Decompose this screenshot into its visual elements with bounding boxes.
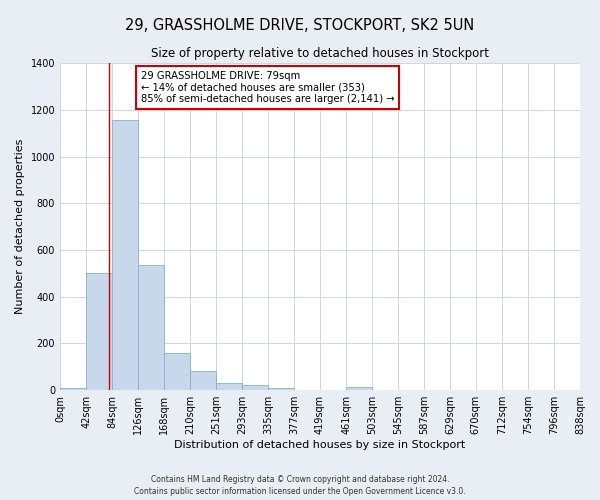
Y-axis label: Number of detached properties: Number of detached properties [15,139,25,314]
Text: Contains HM Land Registry data © Crown copyright and database right 2024.
Contai: Contains HM Land Registry data © Crown c… [134,474,466,496]
Bar [138,265,164,390]
Bar [164,353,190,390]
Bar [216,382,242,390]
Bar [346,388,372,390]
Bar [190,371,216,390]
Title: Size of property relative to detached houses in Stockport: Size of property relative to detached ho… [151,48,489,60]
Bar [60,388,86,390]
Bar [86,274,112,390]
X-axis label: Distribution of detached houses by size in Stockport: Distribution of detached houses by size … [175,440,466,450]
Bar [112,120,138,390]
Text: 29, GRASSHOLME DRIVE, STOCKPORT, SK2 5UN: 29, GRASSHOLME DRIVE, STOCKPORT, SK2 5UN [125,18,475,32]
Bar [242,385,268,390]
Bar [268,388,294,390]
Text: 29 GRASSHOLME DRIVE: 79sqm
← 14% of detached houses are smaller (353)
85% of sem: 29 GRASSHOLME DRIVE: 79sqm ← 14% of deta… [140,71,394,104]
